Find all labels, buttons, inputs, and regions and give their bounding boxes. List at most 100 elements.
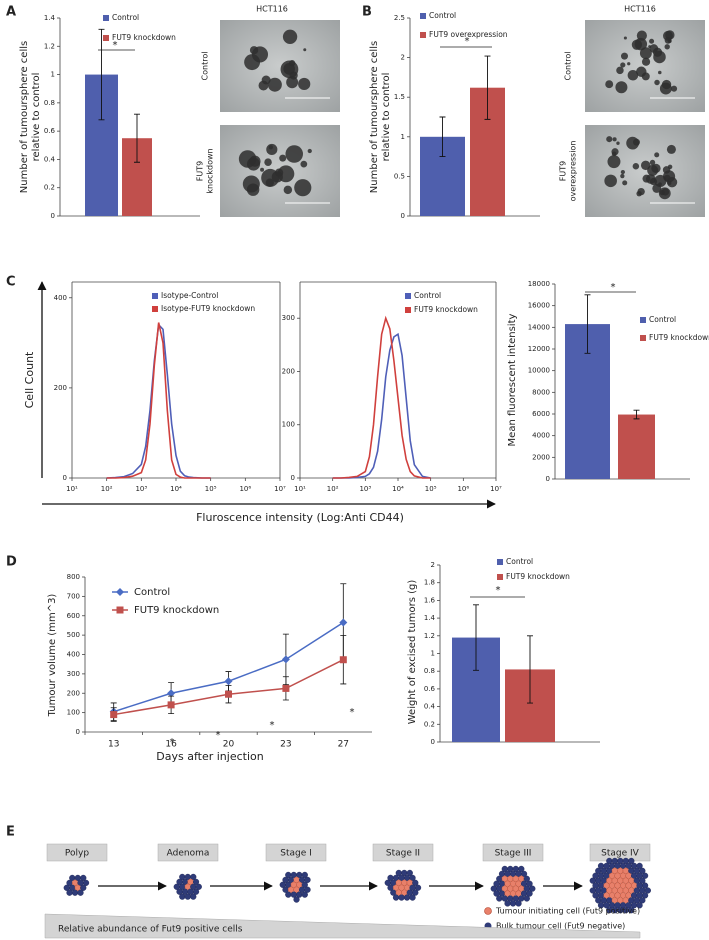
y-tick-label: 14000 xyxy=(528,323,550,331)
bulk-cell xyxy=(409,874,416,881)
sphere xyxy=(265,178,274,187)
bulk-cell xyxy=(639,867,646,874)
bulk-cell xyxy=(628,857,635,865)
legend-swatch xyxy=(103,15,109,21)
stage-label: Stage IV xyxy=(601,849,640,859)
bulk-cell xyxy=(641,892,649,899)
annotation: * xyxy=(170,737,175,748)
x-tick-label: 27 xyxy=(338,740,349,750)
y-tick-label: 0.8 xyxy=(424,667,435,675)
annotation: * xyxy=(496,585,501,596)
sphere xyxy=(622,180,628,186)
sphere xyxy=(298,77,311,91)
histogram-line xyxy=(332,315,431,479)
axis-label: Number of tumoursphere cells xyxy=(369,41,380,193)
annotation: * xyxy=(611,282,616,293)
histogram-line xyxy=(332,332,431,479)
bulk-cell xyxy=(641,882,649,889)
bulk-cell xyxy=(403,894,411,901)
bulk-cell xyxy=(628,907,635,914)
x-tick-label: 10⁶ xyxy=(457,485,469,493)
sphere xyxy=(637,187,645,196)
sphere xyxy=(294,179,312,197)
sphere xyxy=(620,169,625,175)
annotation: * xyxy=(270,720,275,731)
bulk-cell xyxy=(190,893,197,900)
sphere xyxy=(654,152,660,158)
bulk-cell xyxy=(77,889,84,896)
x-tick-label: 10⁶ xyxy=(239,485,251,493)
y-tick-label: 0 xyxy=(51,212,55,220)
y-tick-label: 4000 xyxy=(532,432,550,440)
image-label: Control xyxy=(564,52,573,81)
bulk-cell xyxy=(523,895,530,902)
sphere xyxy=(662,166,671,174)
sphere xyxy=(244,54,261,71)
sphere xyxy=(649,159,656,166)
x-tick-label: 10³ xyxy=(135,485,147,493)
marker xyxy=(110,711,118,719)
legend-swatch xyxy=(152,293,158,299)
marker xyxy=(224,677,233,686)
sphere xyxy=(282,29,298,44)
sphere xyxy=(654,174,667,188)
stage-label: Stage III xyxy=(495,849,532,859)
bulk-cell xyxy=(496,895,503,902)
y-tick-label: 100 xyxy=(67,709,80,717)
legend-swatch xyxy=(405,293,411,299)
annotation: * xyxy=(350,707,355,718)
error-bar xyxy=(439,116,446,158)
y-tick-label: 0 xyxy=(63,474,67,482)
legend-swatch xyxy=(152,306,158,312)
marker xyxy=(339,656,347,664)
sphere xyxy=(641,72,650,81)
sphere xyxy=(651,163,661,174)
y-tick-label: 1.8 xyxy=(424,579,435,587)
image-label: Control xyxy=(201,52,210,81)
bulk-cell xyxy=(184,893,191,900)
bulk-cell xyxy=(636,902,643,909)
error-bar xyxy=(527,635,533,704)
legend-label: Control xyxy=(649,315,676,324)
sphere xyxy=(261,168,280,187)
histogram-line xyxy=(106,323,211,479)
sphere xyxy=(641,57,651,66)
legend-label: Control xyxy=(414,291,441,300)
bulk-cell xyxy=(639,897,646,904)
y-tick-label: 1.4 xyxy=(44,14,56,22)
sphere xyxy=(620,62,626,68)
marker xyxy=(281,655,290,664)
stage-label: Stage I xyxy=(280,849,312,859)
bulk-cell xyxy=(412,889,419,896)
y-tick-label: 200 xyxy=(67,689,80,697)
stage-box xyxy=(265,843,327,862)
bulk-cell xyxy=(398,894,405,901)
bulk-cell xyxy=(515,900,522,907)
bulk-cell xyxy=(523,875,530,882)
error-bar xyxy=(98,28,105,121)
legend-swatch xyxy=(420,13,426,19)
bulk-cell xyxy=(192,878,200,885)
bar xyxy=(618,414,655,479)
bulk-cell xyxy=(406,869,413,877)
bulk-cell xyxy=(518,865,525,873)
error-bar xyxy=(134,113,140,163)
y-tick-label: 0.6 xyxy=(44,127,56,135)
sphere xyxy=(268,145,273,150)
sphere xyxy=(626,136,639,150)
y-tick-label: 0.4 xyxy=(424,703,436,711)
stage-label: Polyp xyxy=(65,849,89,859)
y-tick-label: 18000 xyxy=(528,280,550,288)
legend-swatch xyxy=(640,317,646,323)
y-tick-label: 8000 xyxy=(532,388,550,396)
legend-swatch xyxy=(405,307,411,313)
legend-label: Tumour initiating cell (Fut9 positive) xyxy=(495,907,640,916)
axis-label: relative to control xyxy=(31,73,42,162)
sphere xyxy=(661,79,672,90)
bulk-cell xyxy=(66,889,73,896)
axis-label: Days after injection xyxy=(156,750,263,763)
sphere xyxy=(658,70,662,75)
bulk-cell xyxy=(82,879,90,886)
y-tick-label: 0.2 xyxy=(424,720,435,728)
